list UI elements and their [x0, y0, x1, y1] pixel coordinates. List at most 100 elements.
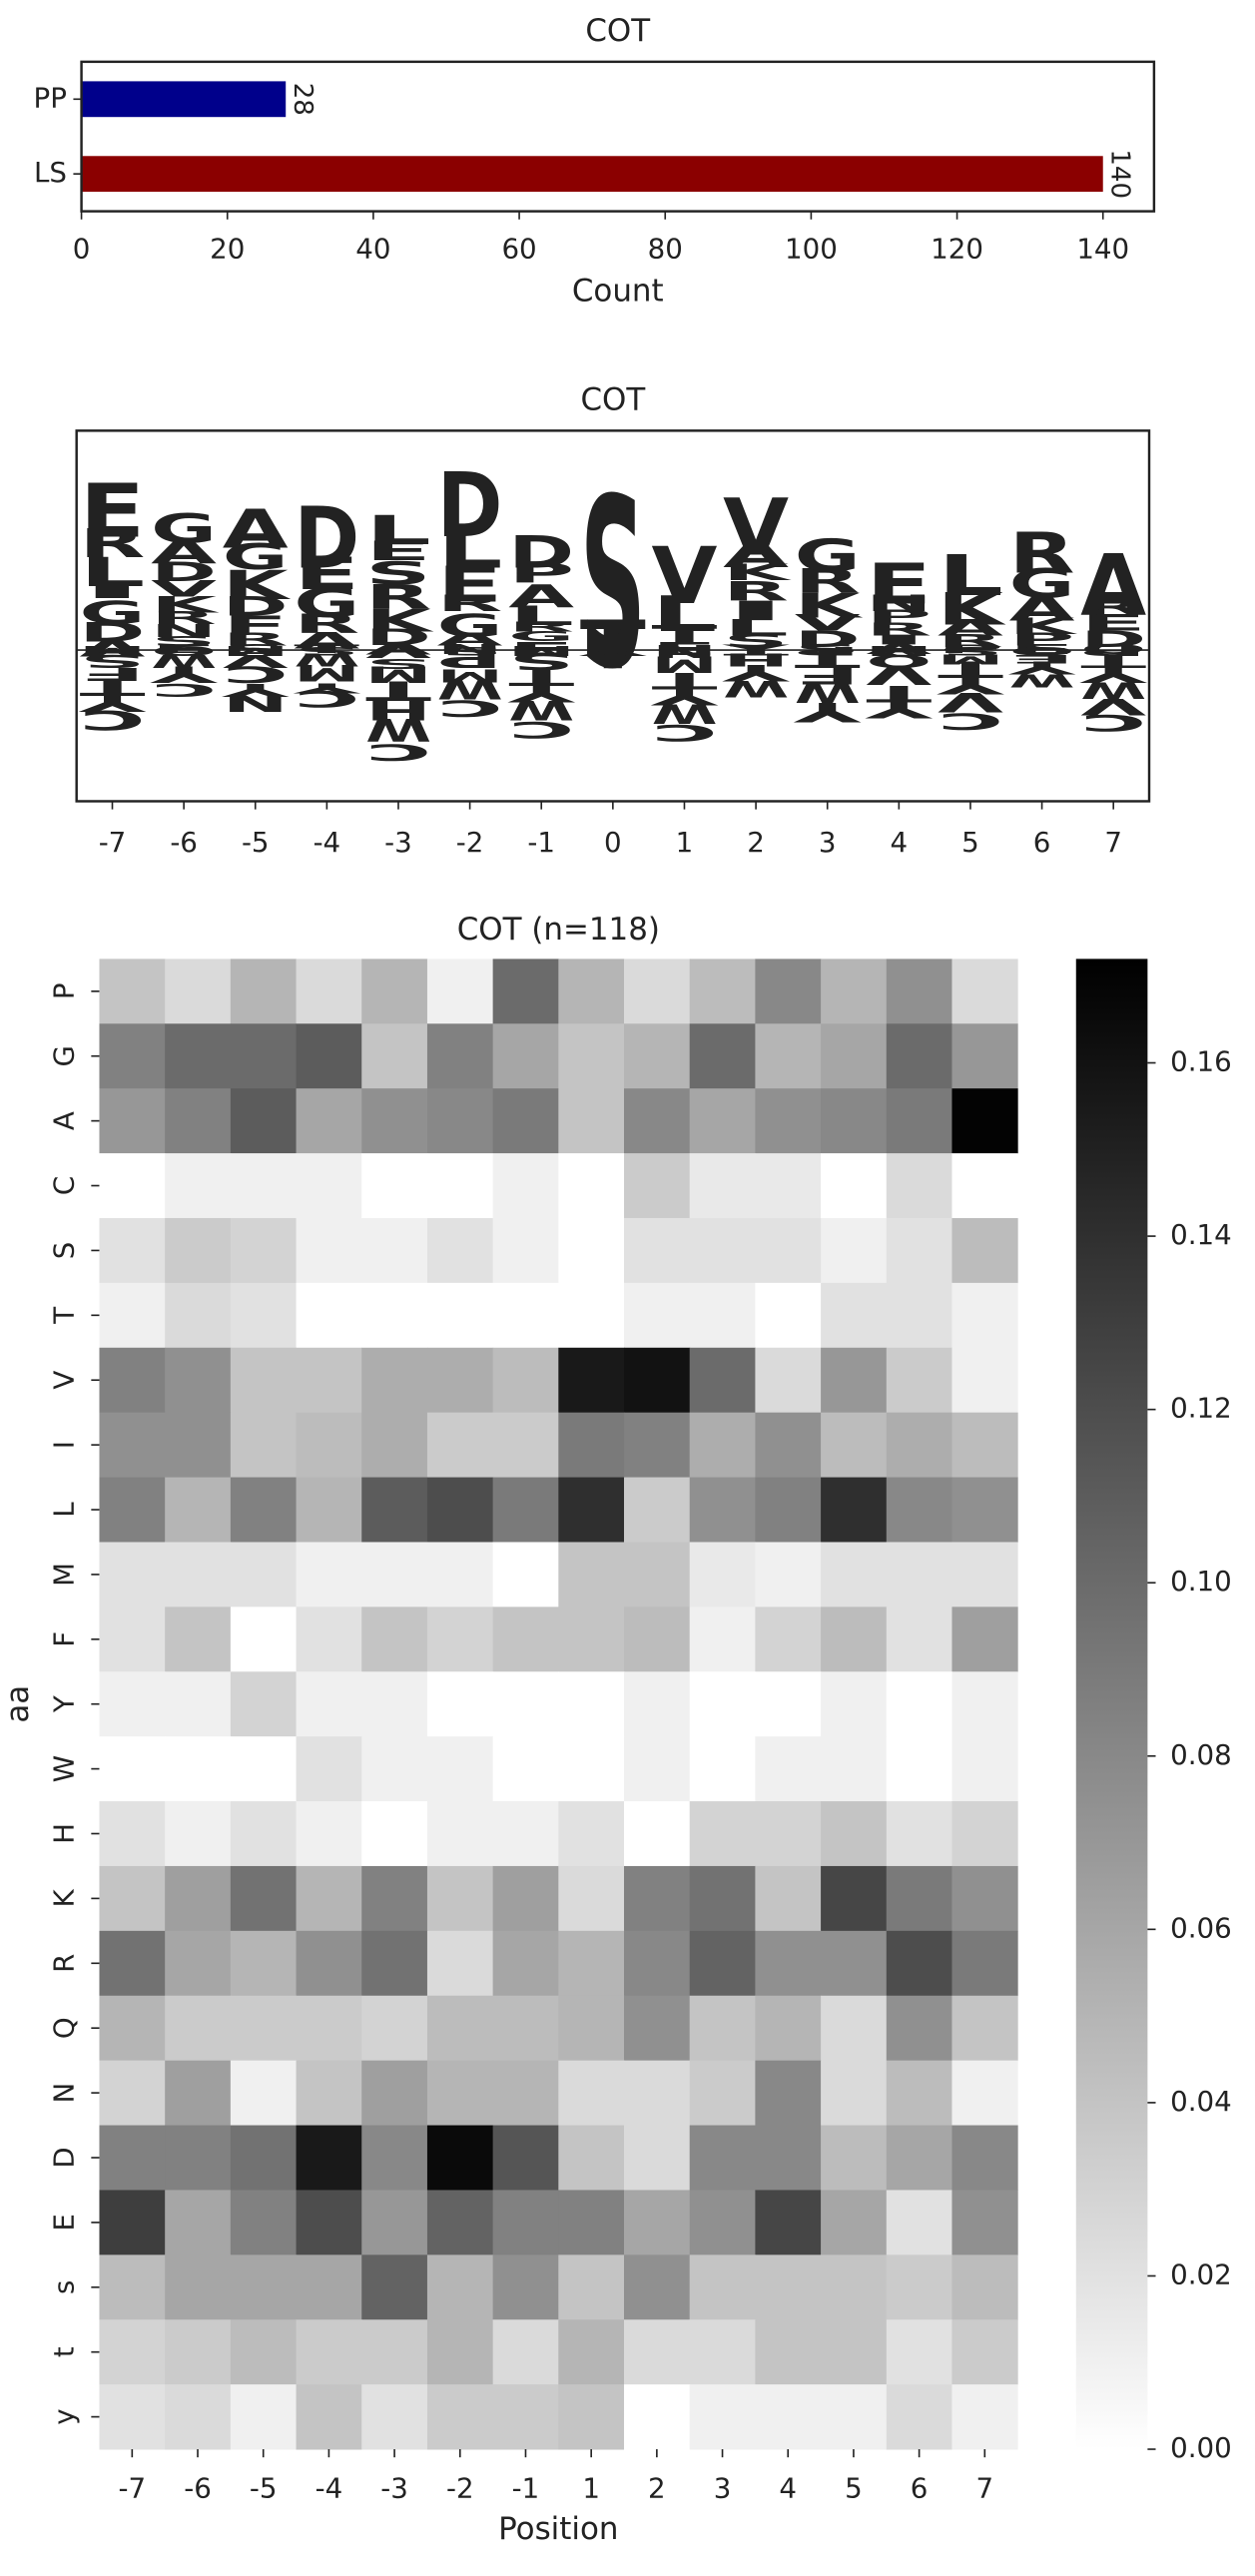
heat-cell	[886, 1542, 952, 1608]
heat-cell	[361, 1865, 428, 1932]
heat-cell	[99, 1282, 166, 1349]
heat-cell	[296, 2384, 362, 2450]
heat-cell	[821, 1477, 888, 1543]
heat-cell	[689, 1542, 756, 1608]
logo-letter: R	[80, 521, 146, 567]
heat-cell	[99, 1412, 166, 1479]
logo-letter: T	[652, 621, 721, 652]
heat-cell	[951, 1671, 1018, 1737]
heat-cell	[951, 1607, 1018, 1672]
heat-cell	[492, 1930, 559, 1997]
heat-cell	[886, 1865, 952, 1932]
heat-cell	[99, 2319, 166, 2385]
logo-letter: V	[723, 483, 790, 573]
logo-letter: Y	[720, 659, 793, 685]
heat-cell	[951, 1865, 1018, 1932]
logo-letter: G	[508, 630, 574, 645]
x-tick-label: -1	[512, 2472, 540, 2505]
heat-cell	[165, 1217, 232, 1284]
heat-cell	[230, 1477, 298, 1543]
y-tick-label: T	[47, 1307, 80, 1325]
heat-cell	[165, 1023, 232, 1089]
logo-letter: P	[866, 607, 932, 628]
heat-cell	[492, 2384, 559, 2450]
heat-cell	[99, 2384, 166, 2450]
heat-cell	[821, 1542, 888, 1608]
heat-cell	[99, 1801, 166, 1867]
heat-cell	[951, 1153, 1018, 1219]
x-tick-label: -4	[314, 826, 341, 859]
heat-cell	[361, 1282, 428, 1349]
heat-cell	[99, 2060, 166, 2127]
logo-letter: R	[938, 631, 1004, 652]
heat-cell	[492, 2254, 559, 2320]
heat-cell	[558, 2125, 625, 2191]
heat-cell	[492, 1736, 559, 1802]
y-tick-label: E	[47, 2214, 80, 2231]
logo-letter: S	[365, 556, 431, 592]
colorbar	[1075, 959, 1148, 2450]
logo-letter: W	[1080, 677, 1146, 703]
heat-cell	[99, 1930, 166, 1997]
heat-cell	[951, 1930, 1018, 1997]
logo-letter: E	[365, 536, 431, 567]
heat-cell	[99, 1217, 166, 1284]
heat-cell	[755, 1217, 822, 1284]
heat-cell	[426, 2384, 494, 2450]
logo-letter: E	[1009, 652, 1075, 665]
logo-letter: K	[723, 560, 792, 586]
heat-cell	[230, 2384, 298, 2450]
heat-cell	[426, 2060, 494, 2127]
bar	[81, 81, 287, 118]
x-tick-label: -6	[184, 2472, 212, 2505]
heat-cell	[689, 1930, 756, 1997]
heat-cell	[296, 2190, 362, 2255]
logo-letter: R	[437, 591, 503, 617]
x-tick-label: 100	[785, 233, 838, 266]
heat-cell	[886, 1671, 952, 1737]
logo-letter: K	[151, 593, 220, 619]
logo-letter: C	[365, 739, 431, 765]
heat-cell	[426, 1347, 494, 1414]
heat-cell	[165, 2190, 232, 2255]
heat-cell	[492, 959, 559, 1024]
heat-cell	[755, 2060, 822, 2127]
heat-cell	[296, 1412, 362, 1479]
heat-cell	[821, 1153, 888, 1219]
heat-cell	[426, 2190, 494, 2255]
heat-cell	[165, 1347, 232, 1414]
heat-cell	[230, 1347, 298, 1414]
logo-letter: K	[1009, 614, 1078, 640]
colorbar-tick-label: 0.06	[1170, 1911, 1232, 1944]
x-tick-label: -1	[527, 826, 555, 859]
heat-cell	[755, 2319, 822, 2385]
logo-letter: W	[293, 648, 359, 669]
logo-letter: L	[723, 615, 789, 641]
y-tick-label: D	[47, 2147, 80, 2168]
y-tick-label: y	[47, 2408, 80, 2424]
heat-cell	[821, 1930, 888, 1997]
logo-letter: S	[365, 655, 431, 670]
heat-cell	[821, 1607, 888, 1672]
x-tick-label: -7	[99, 826, 127, 859]
x-axis-label: Count	[572, 273, 664, 309]
heat-cell	[624, 2190, 691, 2255]
heat-cell	[361, 2319, 428, 2385]
logo-letter: W	[365, 711, 431, 747]
heat-cell	[230, 2319, 298, 2385]
logo-letter: A	[938, 615, 1006, 641]
heat-cell	[296, 1607, 362, 1672]
heat-cell	[951, 2384, 1018, 2450]
heat-cell	[558, 1153, 625, 1219]
x-tick-label: 1	[582, 2472, 600, 2505]
heat-cell	[426, 2125, 494, 2191]
heat-cell	[755, 1995, 822, 2062]
heat-cell	[361, 1930, 428, 1997]
heat-cell	[951, 2190, 1018, 2255]
heat-cell	[624, 2254, 691, 2320]
logo-letter: R	[866, 620, 933, 641]
heat-cell	[689, 1801, 756, 1867]
x-tick-label: -6	[170, 826, 198, 859]
heat-cell	[296, 1282, 362, 1349]
